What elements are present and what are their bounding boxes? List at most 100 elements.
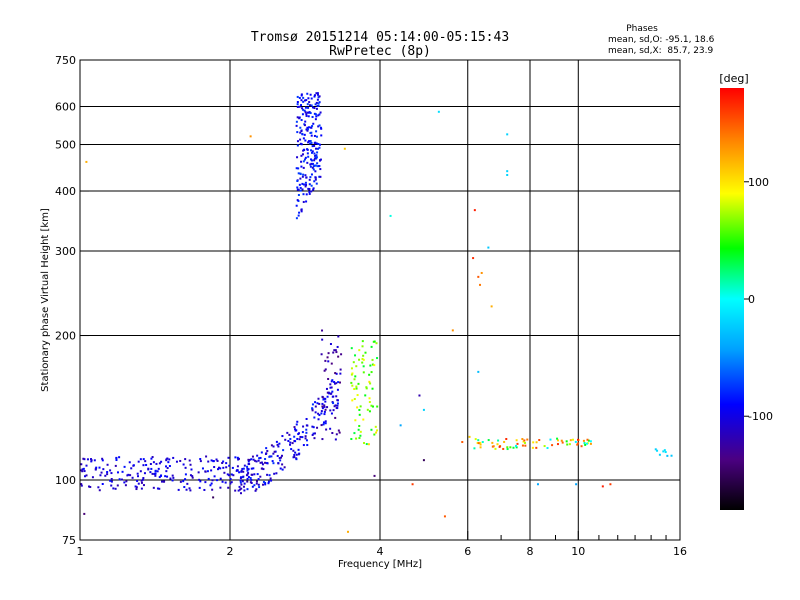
x-tick-label: 1	[77, 545, 84, 558]
phases-x-stats: mean, sd,X: 85.7, 23.9	[608, 46, 714, 56]
data-point	[160, 480, 163, 483]
data-point	[308, 178, 311, 181]
data-point	[312, 426, 315, 429]
data-point	[204, 481, 207, 484]
data-point	[656, 449, 659, 452]
data-point	[302, 96, 305, 99]
data-point	[319, 175, 322, 178]
data-point	[308, 101, 311, 104]
data-point	[296, 437, 299, 440]
data-point	[300, 210, 303, 213]
data-point	[304, 106, 307, 109]
data-point	[333, 380, 336, 383]
data-point	[137, 482, 140, 485]
data-point	[313, 95, 316, 98]
data-point	[358, 408, 361, 411]
data-point	[116, 471, 119, 474]
data-point	[512, 446, 515, 449]
data-point	[189, 463, 192, 466]
data-point	[258, 486, 261, 489]
data-point	[461, 441, 464, 444]
data-point	[305, 200, 308, 203]
data-point	[538, 439, 541, 442]
data-point	[374, 425, 377, 428]
data-point	[89, 485, 92, 488]
data-point	[256, 454, 259, 457]
data-point	[294, 428, 297, 431]
data-point	[490, 305, 493, 308]
data-point	[568, 443, 571, 446]
data-point	[259, 461, 262, 464]
data-point	[506, 173, 509, 176]
data-point	[250, 473, 253, 476]
data-point	[313, 180, 316, 183]
data-point	[246, 469, 249, 472]
chart-subtitle: RwPretec (8p)	[329, 44, 431, 59]
data-point	[191, 476, 194, 479]
data-point	[277, 462, 280, 465]
data-point	[243, 464, 246, 467]
data-point	[309, 104, 312, 107]
data-point	[315, 156, 318, 159]
data-point	[535, 441, 538, 444]
data-point	[336, 407, 339, 410]
data-point	[142, 477, 145, 480]
data-point	[243, 489, 246, 492]
data-point	[571, 438, 574, 441]
data-point	[362, 371, 365, 374]
data-point	[305, 417, 308, 420]
data-point	[109, 469, 112, 472]
data-point	[156, 470, 159, 473]
data-point	[311, 106, 314, 109]
data-point	[333, 349, 336, 352]
data-point	[366, 408, 369, 411]
x-tick-label: 4	[377, 545, 384, 558]
data-point	[358, 437, 361, 440]
data-point	[368, 380, 371, 383]
data-point	[546, 447, 549, 450]
data-point	[142, 458, 145, 461]
data-point	[179, 480, 182, 483]
data-point	[236, 465, 239, 468]
data-point	[327, 360, 330, 363]
data-point	[152, 486, 155, 489]
data-point	[280, 454, 283, 457]
data-point	[297, 433, 300, 436]
data-point	[329, 386, 332, 389]
data-point	[304, 181, 307, 184]
data-point	[506, 170, 509, 173]
data-point	[308, 188, 311, 191]
data-point	[240, 487, 243, 490]
data-point	[443, 515, 446, 518]
x-tick-label: 16	[673, 545, 687, 558]
data-point	[203, 488, 206, 491]
data-point	[262, 480, 265, 483]
data-point	[300, 130, 303, 133]
data-point	[306, 103, 309, 106]
data-point	[307, 115, 310, 118]
data-point	[330, 392, 333, 395]
data-point	[358, 358, 361, 361]
data-point	[523, 439, 526, 442]
data-point	[319, 111, 322, 114]
data-point	[364, 351, 367, 354]
data-point	[255, 460, 258, 463]
data-point	[101, 459, 104, 462]
data-point	[531, 446, 534, 449]
data-point	[352, 361, 355, 364]
data-point	[296, 420, 299, 423]
data-point	[318, 402, 321, 405]
data-point	[255, 482, 258, 485]
data-point	[266, 473, 269, 476]
data-point	[356, 406, 359, 409]
data-point	[370, 404, 373, 407]
data-point	[308, 183, 311, 186]
data-point	[422, 408, 425, 411]
data-point	[371, 387, 374, 390]
data-point	[157, 467, 160, 470]
data-point	[315, 154, 318, 157]
data-point	[325, 428, 328, 431]
data-point	[272, 452, 275, 455]
data-point	[313, 112, 316, 115]
data-point	[326, 356, 329, 359]
